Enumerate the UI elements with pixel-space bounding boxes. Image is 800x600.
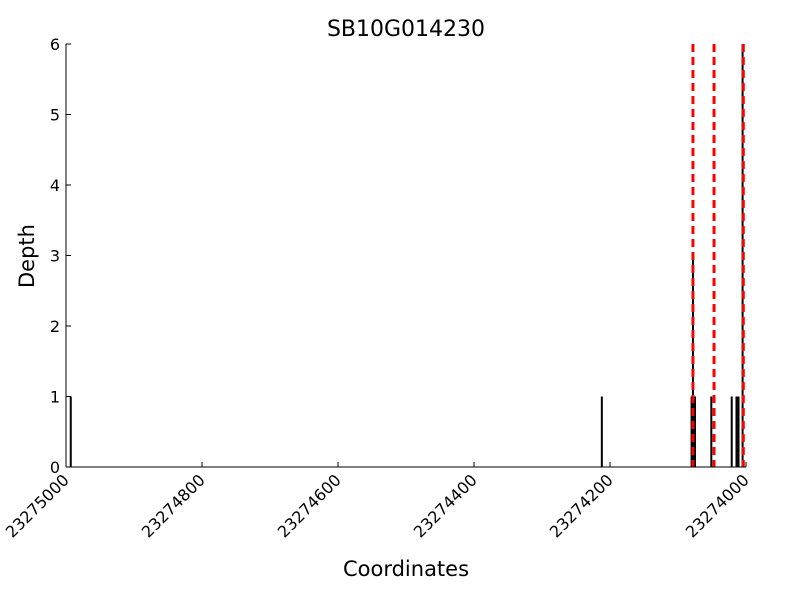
x-tick-label: 23274400 bbox=[410, 470, 481, 541]
y-tick-label: 6 bbox=[50, 35, 60, 54]
y-tick-label: 3 bbox=[50, 247, 60, 266]
x-tick-label: 23274600 bbox=[274, 470, 345, 541]
y-axis-label: Depth bbox=[15, 224, 39, 288]
chart-title: SB10G014230 bbox=[327, 17, 485, 42]
y-tick-label: 1 bbox=[50, 388, 60, 407]
y-tick-label: 2 bbox=[50, 317, 60, 336]
y-tick-label: 0 bbox=[50, 458, 60, 477]
y-tick-label: 5 bbox=[50, 106, 60, 125]
x-tick-label: 23274800 bbox=[138, 470, 209, 541]
x-tick-label: 23275000 bbox=[2, 470, 73, 541]
x-tick-label: 23274200 bbox=[546, 470, 617, 541]
x-tick-label: 23274000 bbox=[682, 470, 753, 541]
y-tick-label: 4 bbox=[50, 176, 60, 195]
x-axis-label: Coordinates bbox=[343, 557, 469, 581]
